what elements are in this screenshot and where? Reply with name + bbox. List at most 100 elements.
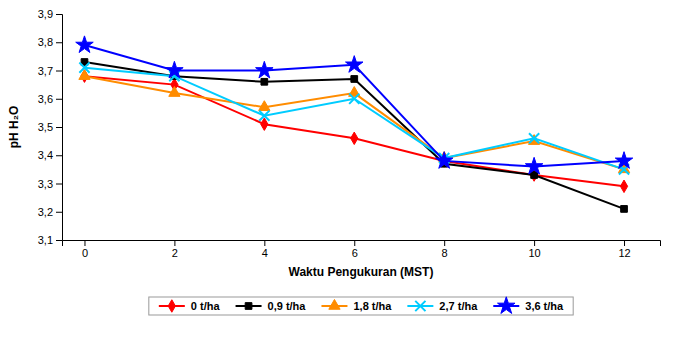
marker <box>259 111 269 121</box>
legend-item: 0,9 t/ha <box>236 300 307 312</box>
tick: 0 <box>82 240 88 259</box>
tick-label: 4 <box>262 247 268 259</box>
marker <box>351 132 358 144</box>
marker <box>529 133 539 143</box>
tick: 3,2 <box>38 206 62 218</box>
tick-label: 6 <box>352 247 358 259</box>
series <box>79 63 629 175</box>
marker <box>256 61 273 78</box>
tick-label: 3,2 <box>38 206 53 218</box>
tick-mark <box>56 155 62 156</box>
x-axis-title: Waktu Pengukuran (MST) <box>289 265 434 279</box>
tick: 12 <box>618 240 630 259</box>
tick-mark <box>444 240 445 246</box>
tick-label: 12 <box>618 247 630 259</box>
tick-mark <box>56 99 62 100</box>
marker <box>346 56 363 73</box>
legend: 0 t/ha 0,9 t/ha 1,8 t/ha 2,7 t/ha 3,6 t/ha <box>149 297 573 315</box>
axis-domain <box>56 15 63 241</box>
tick: 3,5 <box>38 121 62 133</box>
line <box>84 45 624 166</box>
tick-mark <box>264 240 265 246</box>
axis-domain <box>63 241 661 247</box>
chart: 0 2 4 6 8 10 12 3,1 3,2 3,3 3,4 3,5 3,6 3,7 3,8 3,9 Wakt… <box>0 0 678 338</box>
marker <box>349 94 359 104</box>
tick-mark <box>56 212 62 213</box>
marker <box>166 61 183 78</box>
tick-label: 3,1 <box>38 234 53 246</box>
tick-mark <box>534 240 535 246</box>
tick-label: 3,5 <box>38 121 53 133</box>
marker <box>169 87 180 97</box>
tick: 3,4 <box>38 149 62 161</box>
legend-label: 1,8 t/ha <box>353 300 392 312</box>
tick-mark <box>624 240 625 246</box>
line <box>84 76 624 169</box>
tick-label: 8 <box>442 247 448 259</box>
tick: 3,8 <box>38 36 62 48</box>
y-axis-title: pH H₂O <box>7 106 21 149</box>
legend-symbol <box>415 301 425 311</box>
marker <box>79 63 89 73</box>
tick-label: 3,7 <box>38 65 53 77</box>
tick: 3,7 <box>38 65 62 77</box>
marker <box>525 157 542 174</box>
series <box>76 36 633 174</box>
legend-label: 2,7 t/ha <box>439 300 478 312</box>
line <box>84 68 624 170</box>
marker <box>259 101 270 111</box>
legend-item: 3,6 t/ha <box>493 297 564 314</box>
series <box>81 59 627 213</box>
marks <box>76 36 633 212</box>
tick: 8 <box>442 240 448 259</box>
legend-item: 2,7 t/ha <box>407 300 478 312</box>
legend-label: 0,9 t/ha <box>268 300 307 312</box>
plot: 0 2 4 6 8 10 12 3,1 3,2 3,3 3,4 3,5 3,6 3,7 3,8 3,9 Wakt… <box>7 8 661 279</box>
marker <box>620 180 627 192</box>
legend-symbol <box>329 299 340 309</box>
line <box>84 62 624 209</box>
tick-mark <box>56 184 62 185</box>
tick-label: 0 <box>82 247 88 259</box>
legend-label: 0 t/ha <box>191 300 221 312</box>
legend-item: 0 t/ha <box>159 300 221 312</box>
tick-label: 2 <box>172 247 178 259</box>
legend-symbol <box>168 300 175 312</box>
tick-label: 3,6 <box>38 93 53 105</box>
tick-mark <box>56 71 62 72</box>
tick: 2 <box>172 240 178 259</box>
y-axis: 3,1 3,2 3,3 3,4 3,5 3,6 3,7 3,8 3,9 <box>38 8 63 246</box>
legend-symbol <box>245 303 252 310</box>
marker <box>435 152 452 169</box>
tick-mark <box>56 42 62 43</box>
marker <box>531 172 538 179</box>
tick-mark <box>354 240 355 246</box>
tick-mark <box>84 240 85 246</box>
x-axis: 0 2 4 6 8 10 12 <box>63 240 661 259</box>
tick-mark <box>56 127 62 128</box>
tick-mark <box>56 240 62 241</box>
tick: 10 <box>528 240 540 259</box>
tick-mark <box>56 14 62 15</box>
marker <box>621 206 628 213</box>
legend-frame <box>149 297 573 315</box>
tick-label: 3,8 <box>38 36 53 48</box>
marker <box>261 78 268 85</box>
tick-label: 3,9 <box>38 8 53 20</box>
tick-label: 10 <box>528 247 540 259</box>
tick-mark <box>174 240 175 246</box>
marker <box>615 152 632 169</box>
series <box>79 70 630 173</box>
tick-label: 3,4 <box>38 149 53 161</box>
tick: 6 <box>352 240 358 259</box>
series <box>81 70 628 193</box>
tick-label: 3,3 <box>38 178 53 190</box>
tick: 3,6 <box>38 93 62 105</box>
legend-label: 3,6 t/ha <box>525 300 564 312</box>
marker <box>261 118 268 130</box>
line <box>84 76 624 186</box>
marker <box>76 36 93 53</box>
tick: 3,1 <box>38 234 62 246</box>
tick: 3,3 <box>38 178 62 190</box>
legend-symbol <box>498 297 515 314</box>
